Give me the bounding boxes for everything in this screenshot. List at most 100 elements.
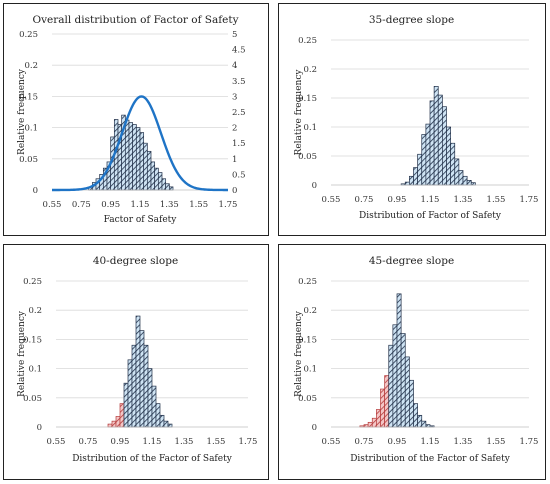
y-axis-label: Relative frequency <box>294 310 304 397</box>
bar <box>400 333 406 428</box>
x-tick-label: 1.35 <box>175 437 194 447</box>
x-tick-label: 1.15 <box>143 437 162 447</box>
bar-failure <box>376 409 381 428</box>
y-tick-label: 0 <box>312 181 317 191</box>
x-tick-label: 0.55 <box>47 437 66 447</box>
bar <box>413 403 418 428</box>
bar <box>442 106 447 186</box>
bar <box>433 86 439 186</box>
x-axis-label: Distribution of Factor of Safety <box>359 211 502 221</box>
x-tick-label: 0.95 <box>111 437 130 447</box>
bar-failure <box>119 403 125 428</box>
y2-tick-label: 0 <box>232 186 237 196</box>
x-tick-label: 1.55 <box>207 437 226 447</box>
y2-tick-label: 2.5 <box>232 108 246 118</box>
chart-title: 35-degree slope <box>369 14 454 26</box>
y-tick-label: 0.1 <box>24 124 38 134</box>
y-axis-label: Relative frequency <box>17 68 27 155</box>
bar <box>161 178 167 191</box>
bar <box>157 172 163 191</box>
x-tick-label: 1.35 <box>454 195 473 205</box>
y2-tick-label: 5 <box>232 30 237 40</box>
bar <box>131 344 137 428</box>
chart-panel-40-degree: 40-degree slope 0 0.05 0.1 0.15 0.2 0.25 0.55 0.… <box>3 244 269 480</box>
bar-failure <box>380 388 385 428</box>
bar <box>409 379 414 428</box>
bar <box>151 385 157 428</box>
bar <box>409 175 414 186</box>
x-tick-label: 1.35 <box>160 200 179 210</box>
bar <box>168 186 174 191</box>
x-tick-label: 1.55 <box>487 437 506 447</box>
y-tick-label: 0.25 <box>298 277 317 287</box>
bar <box>404 181 410 186</box>
chart-panel-overall: Overall distribution of Factor of Safety… <box>3 3 269 236</box>
y-tick-label: 0.05 <box>23 394 42 404</box>
y-tick-label: 0.2 <box>24 61 38 71</box>
y2-tick-label: 0.5 <box>232 170 246 180</box>
y-tick-label: 0.15 <box>298 94 317 104</box>
y-tick-label: 0 <box>33 186 38 196</box>
x-axis-label: Factor of Safety <box>104 215 178 225</box>
bar <box>417 153 423 186</box>
y-tick-label: 0.2 <box>303 306 317 316</box>
bar <box>143 344 149 428</box>
bar <box>143 142 148 191</box>
x-tick-label: 0.95 <box>388 195 407 205</box>
bar <box>135 315 141 428</box>
bar <box>446 126 451 186</box>
x-tick-label: 1.75 <box>520 437 539 447</box>
bar-failure <box>371 417 377 428</box>
bar <box>462 175 468 186</box>
bar <box>159 414 165 428</box>
bar <box>413 167 418 186</box>
y-axis-label: Relative frequency <box>294 69 304 156</box>
x-tick-label: 0.55 <box>43 200 62 210</box>
y-tick-label: 0.05 <box>19 155 38 165</box>
bar <box>147 368 153 428</box>
x-axis-label: Distribution of the Factor of Safety <box>350 454 511 464</box>
x-tick-label: 1.75 <box>520 195 539 205</box>
y2-tick-label: 1 <box>232 155 237 165</box>
bar-failure <box>367 421 373 428</box>
y-tick-label: 0.2 <box>303 65 317 75</box>
y2-tick-label: 3 <box>232 92 237 102</box>
bar <box>154 167 159 191</box>
x-tick-label: 1.55 <box>189 200 208 210</box>
bar <box>167 423 173 428</box>
x-tick-label: 1.35 <box>454 437 473 447</box>
chart-title: 40-degree slope <box>93 255 178 267</box>
x-tick-label: 0.75 <box>355 437 374 447</box>
y-tick-label: 0.25 <box>298 36 317 46</box>
x-tick-label: 1.15 <box>421 195 440 205</box>
y2-tick-label: 1.5 <box>232 139 246 149</box>
y-tick-label: 0.2 <box>28 306 42 316</box>
bar <box>417 414 423 428</box>
x-tick-label: 0.75 <box>79 437 98 447</box>
x-tick-label: 1.15 <box>131 200 150 210</box>
y-tick-label: 0.1 <box>28 365 42 375</box>
bar <box>155 403 161 428</box>
bar <box>146 150 152 191</box>
bar <box>466 180 472 186</box>
bar <box>437 94 443 186</box>
y-tick-label: 0.1 <box>303 123 317 133</box>
y-tick-label: 0.25 <box>23 277 42 287</box>
bar <box>139 132 145 191</box>
x-tick-label: 1.15 <box>421 437 440 447</box>
bar <box>425 123 431 186</box>
x-tick-label: 0.55 <box>322 437 341 447</box>
bar <box>458 170 464 186</box>
y-tick-label: 0.15 <box>298 335 317 345</box>
fitted-normal-curve <box>52 95 229 192</box>
bar <box>163 420 169 428</box>
chart-title: Overall distribution of Factor of Safety <box>32 14 238 26</box>
bar <box>128 122 134 191</box>
chart-panel-35-degree: 35-degree slope 0 0.05 0.1 0.15 0.2 0.25 0.55 0.… <box>278 3 546 236</box>
bar <box>450 142 456 186</box>
bar <box>139 330 145 428</box>
y2-tick-label: 4.5 <box>232 46 246 56</box>
y2-tick-label: 4 <box>232 61 237 71</box>
x-tick-label: 0.95 <box>101 200 120 210</box>
chart-svg: Overall distribution of Factor of Safety… <box>17 14 246 225</box>
